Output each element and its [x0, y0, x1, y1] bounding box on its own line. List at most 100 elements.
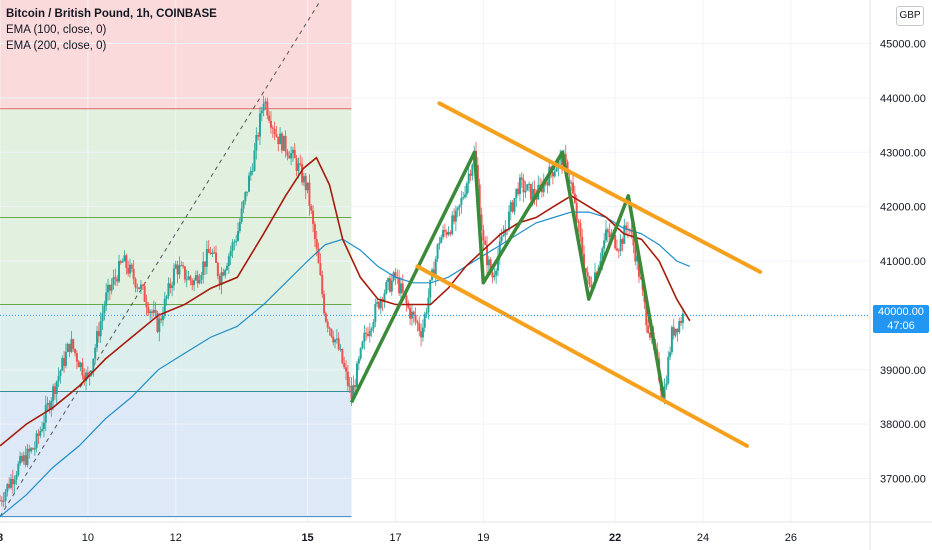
- candle-body: [161, 315, 164, 321]
- candle-body: [555, 168, 558, 172]
- candle-body: [460, 198, 463, 205]
- candle-body: [141, 284, 144, 286]
- candle-body: [247, 175, 250, 192]
- x-tick-label: 24: [697, 532, 709, 544]
- candle-body: [418, 323, 421, 332]
- candle-body: [332, 336, 335, 343]
- candle-body: [213, 252, 216, 254]
- candle-body: [436, 244, 439, 260]
- candle-body: [165, 296, 168, 299]
- candle-body: [74, 349, 77, 354]
- candle-body: [35, 433, 38, 448]
- candle-body: [149, 311, 152, 314]
- candle-body: [376, 301, 379, 304]
- candle-body: [227, 256, 230, 266]
- candle-body: [496, 255, 499, 271]
- candle-body: [226, 265, 229, 270]
- candle-body: [260, 110, 263, 114]
- candle-body: [394, 272, 397, 278]
- y-tick-label: 38000.00: [880, 419, 926, 431]
- candle-body: [469, 173, 472, 176]
- candle-body: [533, 189, 536, 198]
- candle-body: [94, 347, 97, 359]
- candle-body: [570, 182, 573, 184]
- candle-body: [317, 248, 320, 264]
- candle-body: [648, 332, 651, 338]
- candle-body: [388, 278, 391, 292]
- candle-body: [127, 268, 130, 274]
- chart-legend: Bitcoin / British Pound, 1h, COINBASE EM…: [6, 6, 217, 54]
- candle-body: [498, 241, 501, 256]
- candle-body: [361, 341, 364, 349]
- candle-body: [2, 500, 5, 502]
- candle-body: [215, 252, 218, 263]
- candle-body: [152, 310, 155, 313]
- candle-body: [357, 358, 360, 364]
- candle-body: [191, 280, 194, 286]
- candle-body: [0, 500, 1, 502]
- candle-body: [480, 214, 483, 230]
- candle-body: [451, 215, 454, 234]
- candle-body: [678, 321, 681, 333]
- channel-upper-line: [437, 101, 763, 274]
- candle-body: [528, 183, 531, 185]
- candle-body: [158, 318, 161, 332]
- candle-body: [425, 312, 428, 315]
- candle-body: [482, 229, 485, 241]
- candle-body: [345, 367, 348, 372]
- candle-body: [268, 115, 271, 121]
- candle-body: [123, 255, 126, 262]
- candle-body: [341, 349, 344, 364]
- candle-body: [202, 261, 205, 275]
- zigzag-pattern: [349, 150, 666, 404]
- ema-200-line: [0, 211, 691, 518]
- candle-body: [48, 403, 51, 410]
- candle-body: [456, 207, 459, 211]
- candle-body: [507, 211, 510, 230]
- ema-100-legend[interactable]: EMA (100, close, 0): [6, 24, 107, 36]
- candle-body: [154, 310, 157, 313]
- candle-body: [462, 197, 465, 199]
- candle-body: [196, 275, 199, 284]
- candle-body: [96, 331, 99, 348]
- candle-body: [429, 279, 432, 298]
- currency-button[interactable]: GBP: [896, 6, 924, 26]
- symbol-title[interactable]: Bitcoin / British Pound, 1h, COINBASE: [6, 8, 217, 20]
- candle-body: [70, 339, 73, 352]
- candle-body: [57, 375, 60, 382]
- candle-body: [101, 313, 104, 322]
- candle-body: [83, 375, 86, 382]
- candle-body: [401, 283, 404, 293]
- candle-body: [368, 330, 371, 337]
- candle-body: [291, 149, 294, 154]
- candle-body: [443, 230, 446, 232]
- candle-body: [194, 275, 197, 281]
- candle-body: [551, 172, 554, 177]
- candle-body: [615, 248, 618, 251]
- candle-body: [502, 235, 505, 237]
- x-tick-label: 8: [0, 532, 3, 544]
- candle-body: [315, 239, 318, 249]
- candle-body: [116, 278, 119, 282]
- ema-200-legend[interactable]: EMA (200, close, 0): [6, 40, 107, 52]
- candle-body: [6, 483, 9, 492]
- candle-body: [517, 188, 520, 194]
- candle-body: [33, 447, 36, 450]
- candle-body: [46, 403, 49, 405]
- candle-body: [244, 191, 247, 201]
- candle-body: [42, 422, 45, 429]
- candle-body: [542, 182, 545, 193]
- candle-body: [299, 163, 302, 165]
- candle-body: [53, 386, 56, 394]
- candle-body: [224, 269, 227, 276]
- candle-body: [614, 234, 617, 249]
- candle-body: [445, 231, 448, 235]
- candle-body: [231, 242, 234, 251]
- candle-body: [306, 182, 309, 191]
- candle-body: [343, 363, 346, 368]
- candle-body: [454, 210, 457, 222]
- candle-body: [138, 287, 141, 289]
- candle-body: [553, 171, 556, 177]
- candle-body: [409, 307, 412, 319]
